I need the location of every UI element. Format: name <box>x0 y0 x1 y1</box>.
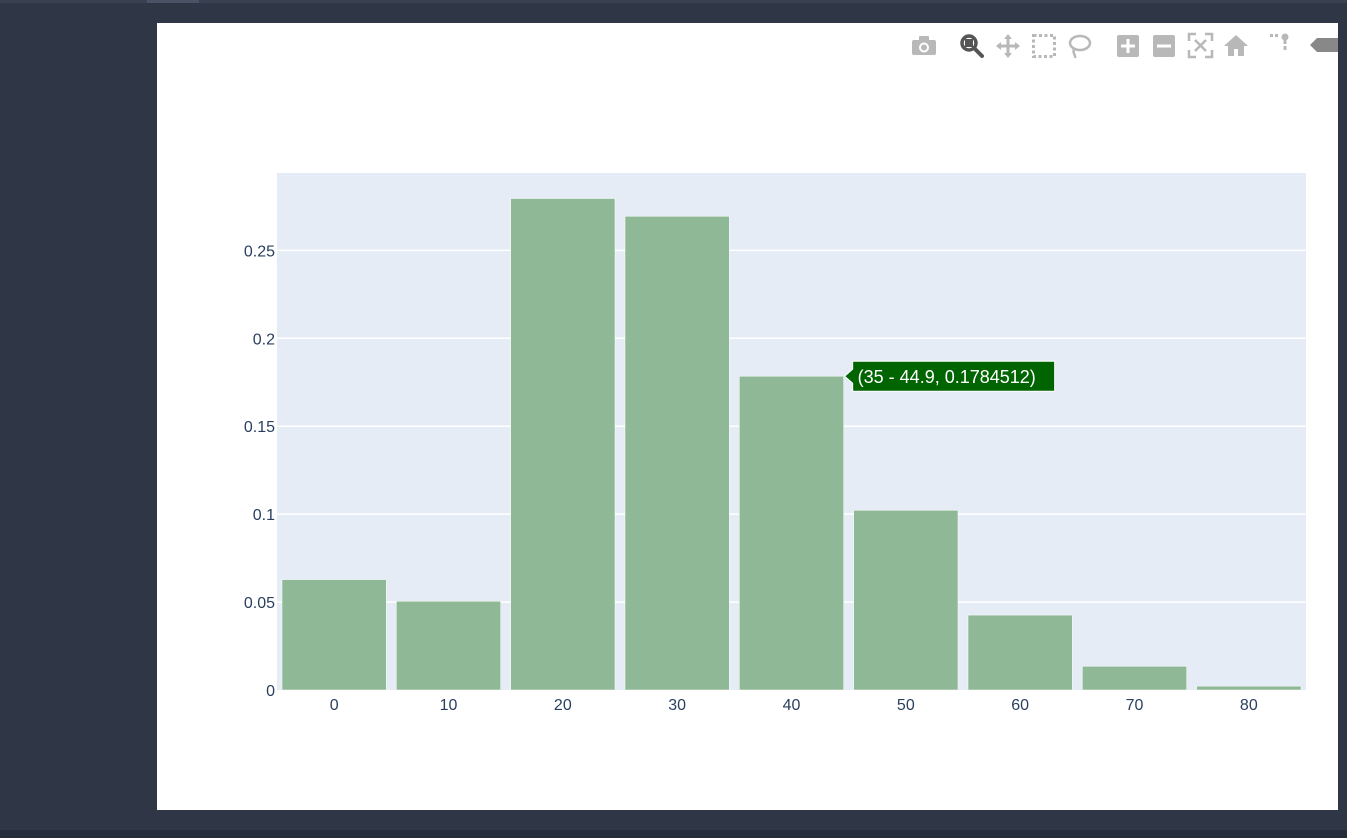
reset-axes-icon[interactable] <box>1224 35 1248 56</box>
bar[interactable] <box>1196 685 1302 691</box>
bar[interactable] <box>396 600 501 691</box>
hover-tooltip-box <box>843 360 1056 392</box>
zoom-out-icon[interactable] <box>1153 35 1175 57</box>
bars <box>281 198 1302 691</box>
bar[interactable] <box>281 579 387 691</box>
bar[interactable] <box>967 614 1073 691</box>
bar[interactable] <box>739 375 844 691</box>
window-bottom-strip <box>0 830 1347 838</box>
bar-chart: 0 0.05 0.1 0.15 0.2 0.25 0 10 20 30 40 50 60 70 80 (3… <box>244 173 1306 714</box>
spike-lines-icon[interactable] <box>1270 33 1289 51</box>
y-tick-label: 0.1 <box>253 507 275 524</box>
window-top-strip <box>0 0 1347 3</box>
y-tick-label: 0.2 <box>253 331 275 348</box>
box-select-icon[interactable] <box>1032 34 1056 58</box>
y-tick-label: 0.05 <box>244 595 275 612</box>
window-tab[interactable] <box>147 0 199 3</box>
y-tick-label: 0 <box>266 683 275 700</box>
x-tick-label: 70 <box>1126 697 1144 714</box>
x-tick-label: 10 <box>440 697 458 714</box>
bar[interactable] <box>624 216 730 691</box>
zoom-in-icon[interactable] <box>1117 35 1139 57</box>
hover-tooltip-text: (35 - 44.9, 0.1784512) <box>858 367 1036 387</box>
bar[interactable] <box>853 510 959 691</box>
modebar <box>912 32 1338 59</box>
y-tick-label: 0.25 <box>244 243 275 260</box>
pan-icon[interactable] <box>996 34 1020 58</box>
y-tick-label: 0.15 <box>244 419 275 436</box>
camera-icon[interactable] <box>912 36 936 55</box>
y-axis-tick-labels: 0 0.05 0.1 0.15 0.2 0.25 <box>244 243 275 700</box>
x-tick-label: 50 <box>897 697 915 714</box>
x-tick-label: 30 <box>668 697 686 714</box>
lasso-select-icon[interactable] <box>1068 34 1092 59</box>
plot-container: 0 0.05 0.1 0.15 0.2 0.25 0 10 20 30 40 50 60 70 80 (3… <box>157 23 1338 810</box>
x-tick-label: 0 <box>330 697 339 714</box>
x-tick-label: 80 <box>1240 697 1258 714</box>
bar[interactable] <box>1082 666 1187 691</box>
x-axis-tick-labels: 0 10 20 30 40 50 60 70 80 <box>330 697 1258 714</box>
x-tick-label: 40 <box>783 697 801 714</box>
hover-tooltip: (35 - 44.9, 0.1784512) <box>843 360 1056 392</box>
hover-compare-icon[interactable] <box>1310 38 1338 52</box>
bar[interactable] <box>510 198 616 691</box>
x-tick-label: 20 <box>554 697 572 714</box>
x-tick-label: 60 <box>1011 697 1029 714</box>
autoscale-icon[interactable] <box>1187 32 1214 59</box>
zoom-icon[interactable] <box>960 34 984 58</box>
